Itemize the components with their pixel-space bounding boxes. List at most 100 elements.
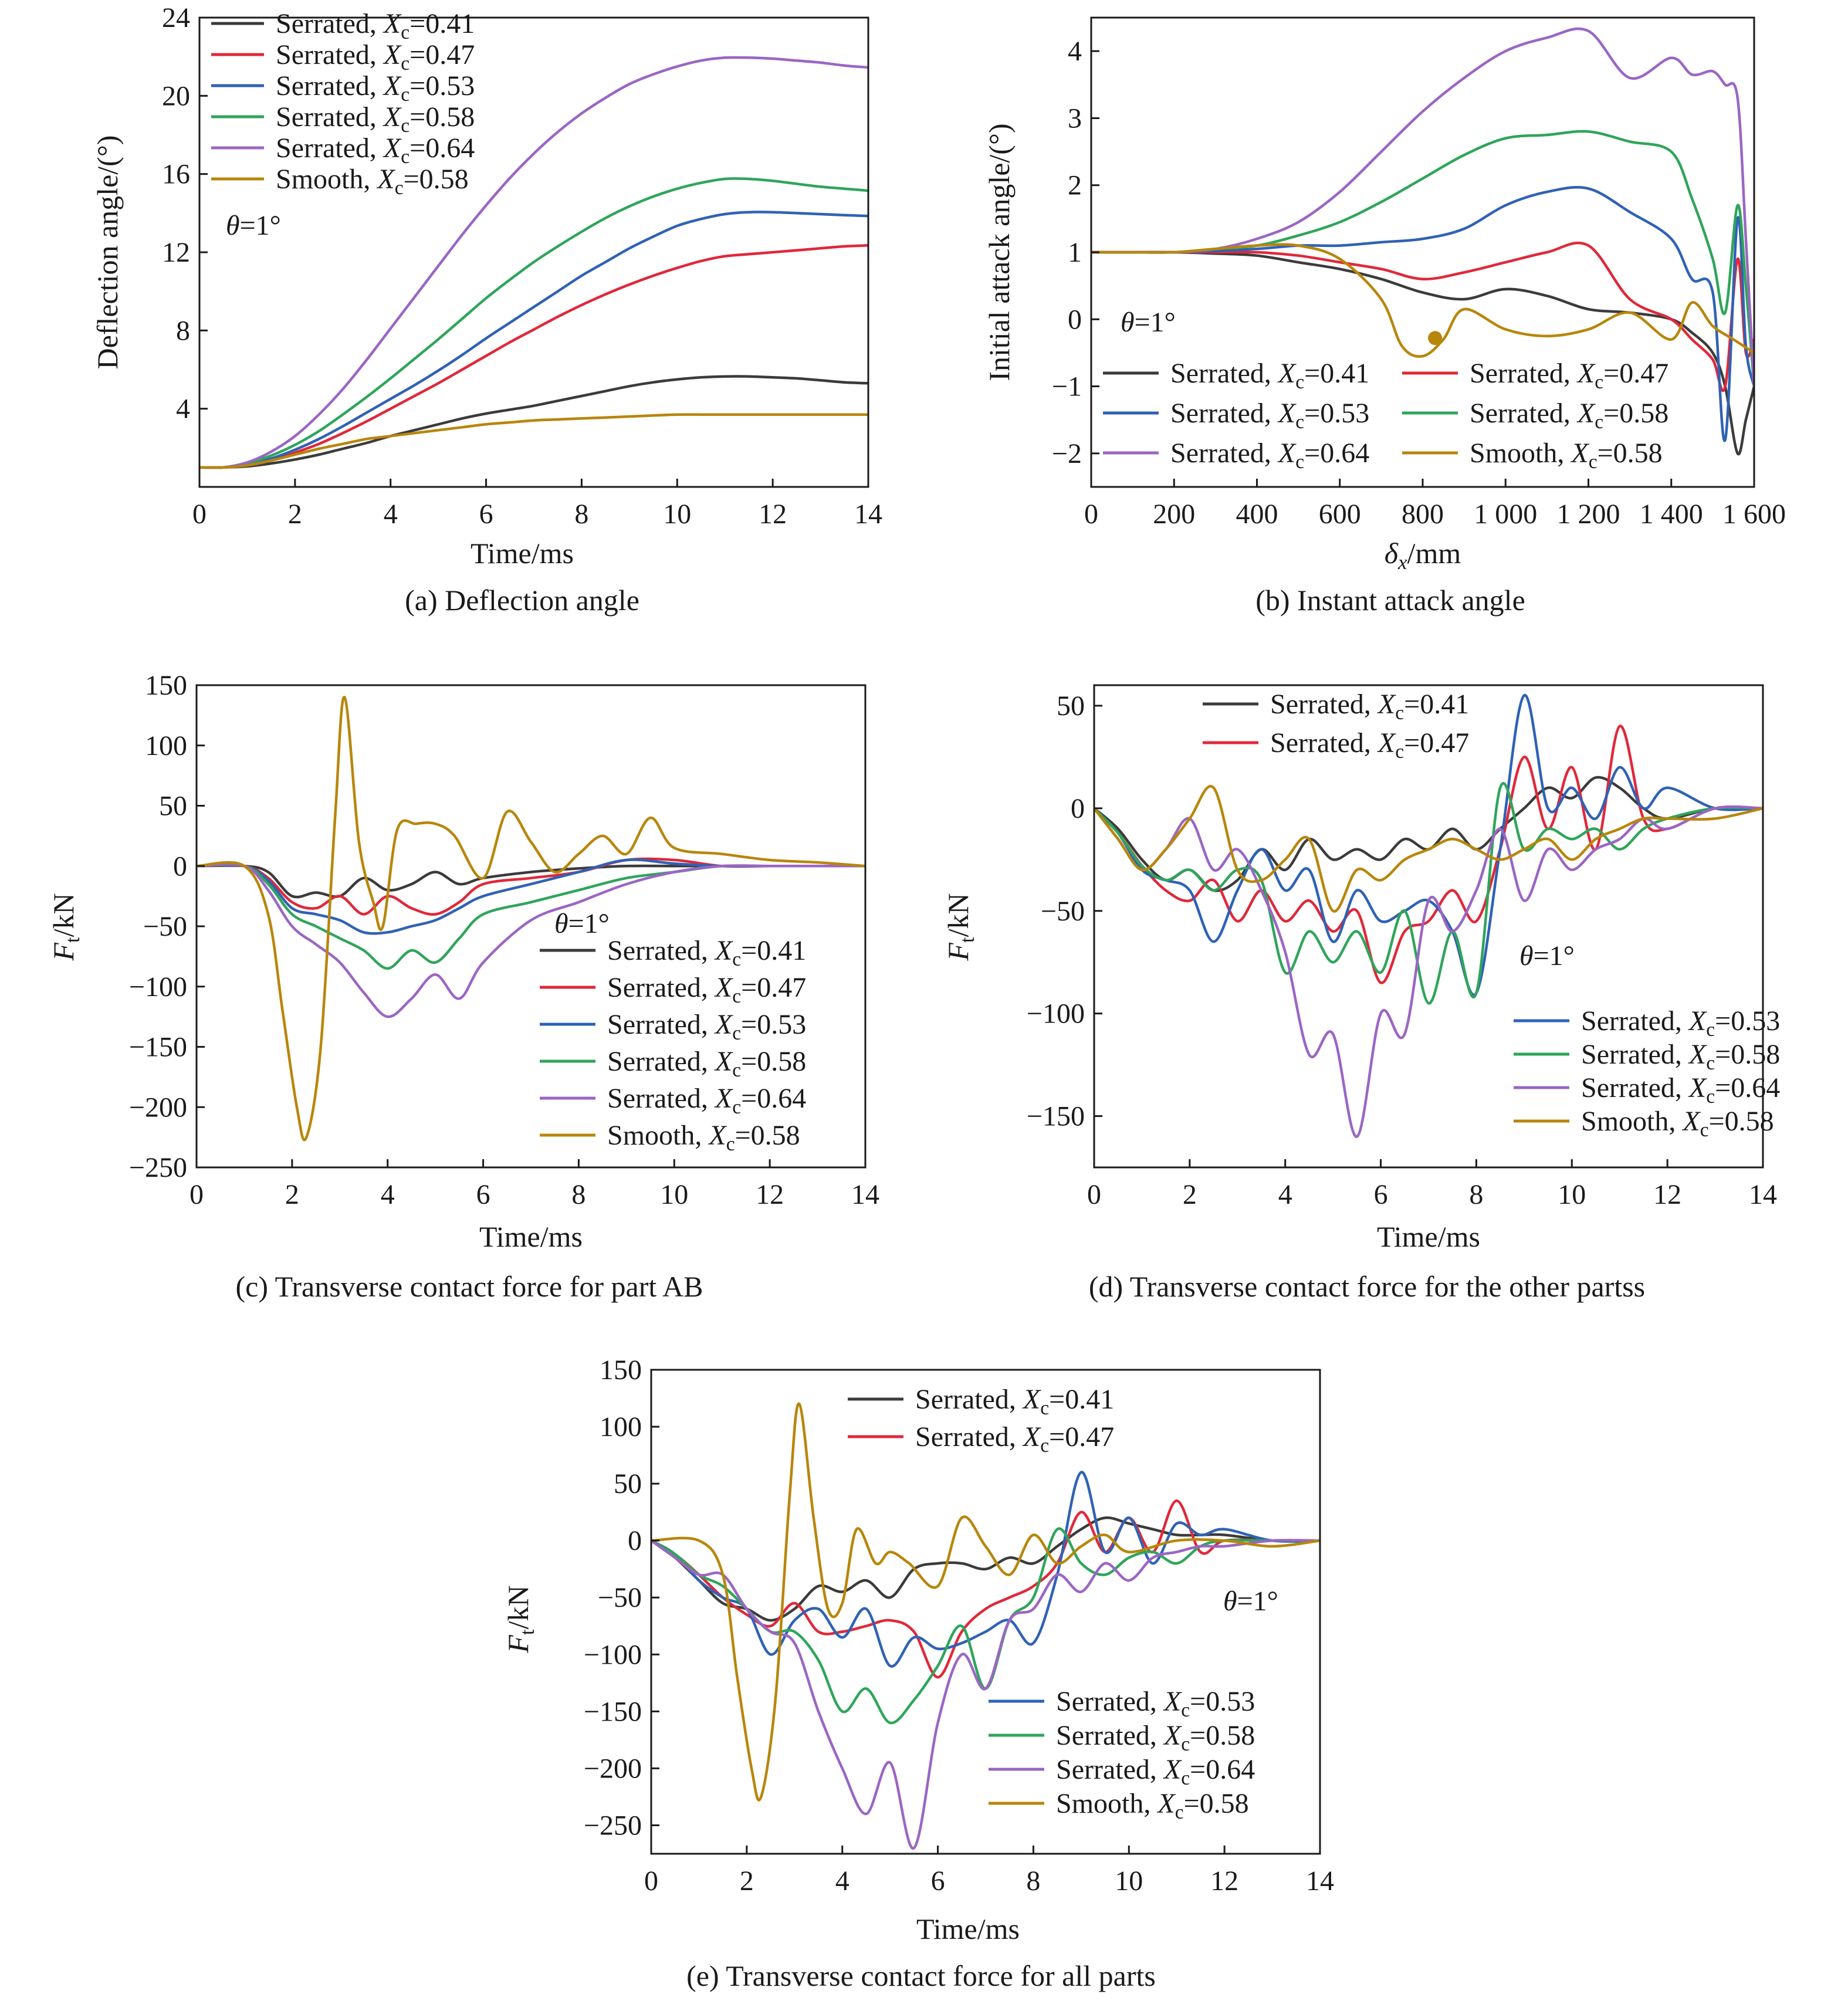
y-tick-label-a-0: 4 — [176, 394, 190, 425]
x-tick-label-d-2: 4 — [1278, 1179, 1292, 1210]
y-tick-label-c-0: −250 — [129, 1152, 187, 1183]
legend-label-b-5: Smooth, Xc​=0.58 — [1470, 438, 1663, 473]
y-tick-label-b-5: 3 — [1068, 103, 1082, 134]
series-line-b-1 — [1091, 241, 1754, 392]
x-tick-label-c-5: 10 — [660, 1179, 688, 1210]
x-axis-label-a: Time/ms — [471, 537, 574, 570]
x-tick-label-a-5: 10 — [663, 499, 691, 530]
y-tick-label-d-2: −50 — [1041, 896, 1085, 927]
y-tick-label-e-8: 150 — [600, 1355, 642, 1386]
legend-label-a-3: Serrated, Xc​=0.58 — [276, 101, 475, 137]
y-tick-label-e-1: −200 — [584, 1753, 642, 1784]
x-tick-label-c-0: 0 — [189, 1179, 204, 1210]
series-line-d-1 — [1094, 724, 1763, 984]
annotation-c: θ=1° — [554, 908, 610, 939]
legend-label-c-1: Serrated, Xc​=0.47 — [607, 972, 806, 1007]
legend-label-d-5: Smooth, Xc​=0.58 — [1581, 1106, 1774, 1141]
legend-label-c-2: Serrated, Xc​=0.53 — [607, 1009, 806, 1044]
annotation-e: θ=1° — [1223, 1586, 1278, 1617]
x-tick-label-b-1: 200 — [1153, 499, 1195, 530]
x-tick-label-b-2: 400 — [1236, 499, 1278, 530]
y-tick-label-e-2: −150 — [584, 1696, 642, 1727]
legend-label-e-5: Smooth, Xc​=0.58 — [1056, 1788, 1249, 1823]
series-line-b-4 — [1091, 27, 1754, 388]
x-tick-label-c-2: 4 — [381, 1179, 395, 1210]
series-line-b-0 — [1091, 250, 1754, 456]
x-tick-label-d-6: 12 — [1653, 1179, 1681, 1210]
legend-label-e-2: Serrated, Xc​=0.53 — [1056, 1686, 1255, 1721]
series-line-a-4 — [199, 56, 868, 469]
x-tick-label-d-4: 8 — [1469, 1179, 1483, 1210]
legend-label-d-1: Serrated, Xc​=0.47 — [1270, 727, 1469, 763]
y-axis-label-e: Ft​/kN — [502, 1585, 539, 1653]
y-tick-label-c-2: −150 — [129, 1032, 187, 1063]
x-axis-label-b: δx​/mm — [1385, 537, 1461, 574]
x-tick-label-e-1: 2 — [740, 1865, 754, 1897]
y-tick-label-e-6: 50 — [614, 1468, 642, 1499]
x-tick-label-e-3: 6 — [931, 1865, 945, 1897]
legend-label-b-1: Serrated, Xc​=0.47 — [1470, 358, 1668, 393]
x-tick-label-a-0: 0 — [192, 499, 207, 530]
x-tick-label-d-1: 2 — [1183, 1179, 1197, 1210]
legend-label-a-0: Serrated, Xc​=0.41 — [276, 8, 475, 43]
x-tick-label-b-0: 0 — [1084, 499, 1098, 530]
y-tick-label-d-4: 50 — [1057, 690, 1085, 722]
x-tick-label-a-3: 6 — [479, 499, 493, 530]
x-tick-label-b-8: 1 600 — [1722, 499, 1786, 530]
series-line-a-2 — [199, 211, 868, 469]
series-line-d-5 — [1094, 785, 1763, 913]
legend-label-c-5: Smooth, Xc​=0.58 — [607, 1120, 800, 1155]
y-tick-label-c-7: 100 — [145, 730, 187, 761]
series-line-e-1 — [651, 1499, 1320, 1679]
x-tick-label-e-6: 12 — [1210, 1865, 1238, 1897]
legend-label-b-4: Serrated, Xc​=0.64 — [1170, 438, 1369, 473]
y-axis-label-c: Ft​/kN — [47, 893, 84, 961]
series-line-a-5 — [199, 413, 868, 469]
series-line-e-4 — [651, 1539, 1320, 1850]
x-tick-label-a-6: 12 — [759, 499, 787, 530]
legend-label-a-2: Serrated, Xc​=0.53 — [276, 70, 475, 106]
y-tick-label-b-6: 4 — [1068, 36, 1082, 67]
y-tick-label-a-5: 24 — [162, 2, 190, 33]
y-tick-label-e-7: 100 — [600, 1411, 642, 1443]
legend-label-d-0: Serrated, Xc​=0.41 — [1270, 689, 1469, 724]
legend-label-d-2: Serrated, Xc​=0.53 — [1581, 1005, 1780, 1041]
legend-label-e-0: Serrated, Xc​=0.41 — [915, 1384, 1114, 1419]
x-axis-label-d: Time/ms — [1377, 1220, 1480, 1253]
x-tick-label-d-7: 14 — [1749, 1179, 1777, 1210]
legend-label-c-0: Serrated, Xc​=0.41 — [607, 935, 806, 970]
series-line-b-2 — [1091, 186, 1754, 442]
legend-label-b-2: Serrated, Xc​=0.53 — [1170, 398, 1369, 433]
x-tick-label-b-3: 600 — [1319, 499, 1361, 530]
y-tick-label-d-0: −150 — [1027, 1101, 1085, 1132]
legend-label-b-0: Serrated, Xc​=0.41 — [1170, 358, 1369, 393]
x-tick-label-a-1: 2 — [288, 499, 302, 530]
legend-label-d-4: Serrated, Xc​=0.64 — [1581, 1072, 1780, 1108]
legend-label-e-3: Serrated, Xc​=0.58 — [1056, 1720, 1255, 1755]
y-axis-label-a: Deflection angle/(°) — [91, 136, 124, 370]
y-tick-label-e-4: −50 — [598, 1582, 642, 1613]
series-line-a-0 — [199, 375, 868, 469]
x-tick-label-c-6: 12 — [756, 1179, 784, 1210]
legend-label-e-4: Serrated, Xc​=0.64 — [1056, 1754, 1255, 1789]
chart-panel-e: 0 2 4 6 8 10 12 14 −250 −200 −150 −100 −50 0 50 100 150 T… — [502, 1355, 1334, 1992]
series-line-e-0 — [651, 1516, 1320, 1622]
legend-label-b-3: Serrated, Xc​=0.58 — [1470, 398, 1668, 433]
x-tick-label-d-0: 0 — [1087, 1179, 1101, 1210]
series-line-d-3 — [1094, 782, 1763, 1005]
x-tick-label-e-2: 4 — [835, 1865, 849, 1897]
series-line-b-5 — [1091, 243, 1754, 358]
series-line-e-5 — [651, 1402, 1320, 1802]
x-tick-label-b-7: 1 400 — [1640, 499, 1703, 530]
y-tick-label-a-3: 16 — [162, 159, 190, 190]
y-tick-label-e-3: −100 — [584, 1639, 642, 1670]
chart-panel-c: 0 2 4 6 8 10 12 14 −250 −200 −150 −100 −50 0 50 100 150 T… — [47, 670, 879, 1303]
series-line-a-1 — [199, 244, 868, 469]
y-tick-label-b-0: −2 — [1052, 438, 1082, 469]
x-tick-label-d-5: 10 — [1558, 1179, 1586, 1210]
legend-label-d-3: Serrated, Xc​=0.58 — [1581, 1039, 1780, 1074]
y-tick-label-d-1: −100 — [1027, 998, 1085, 1030]
